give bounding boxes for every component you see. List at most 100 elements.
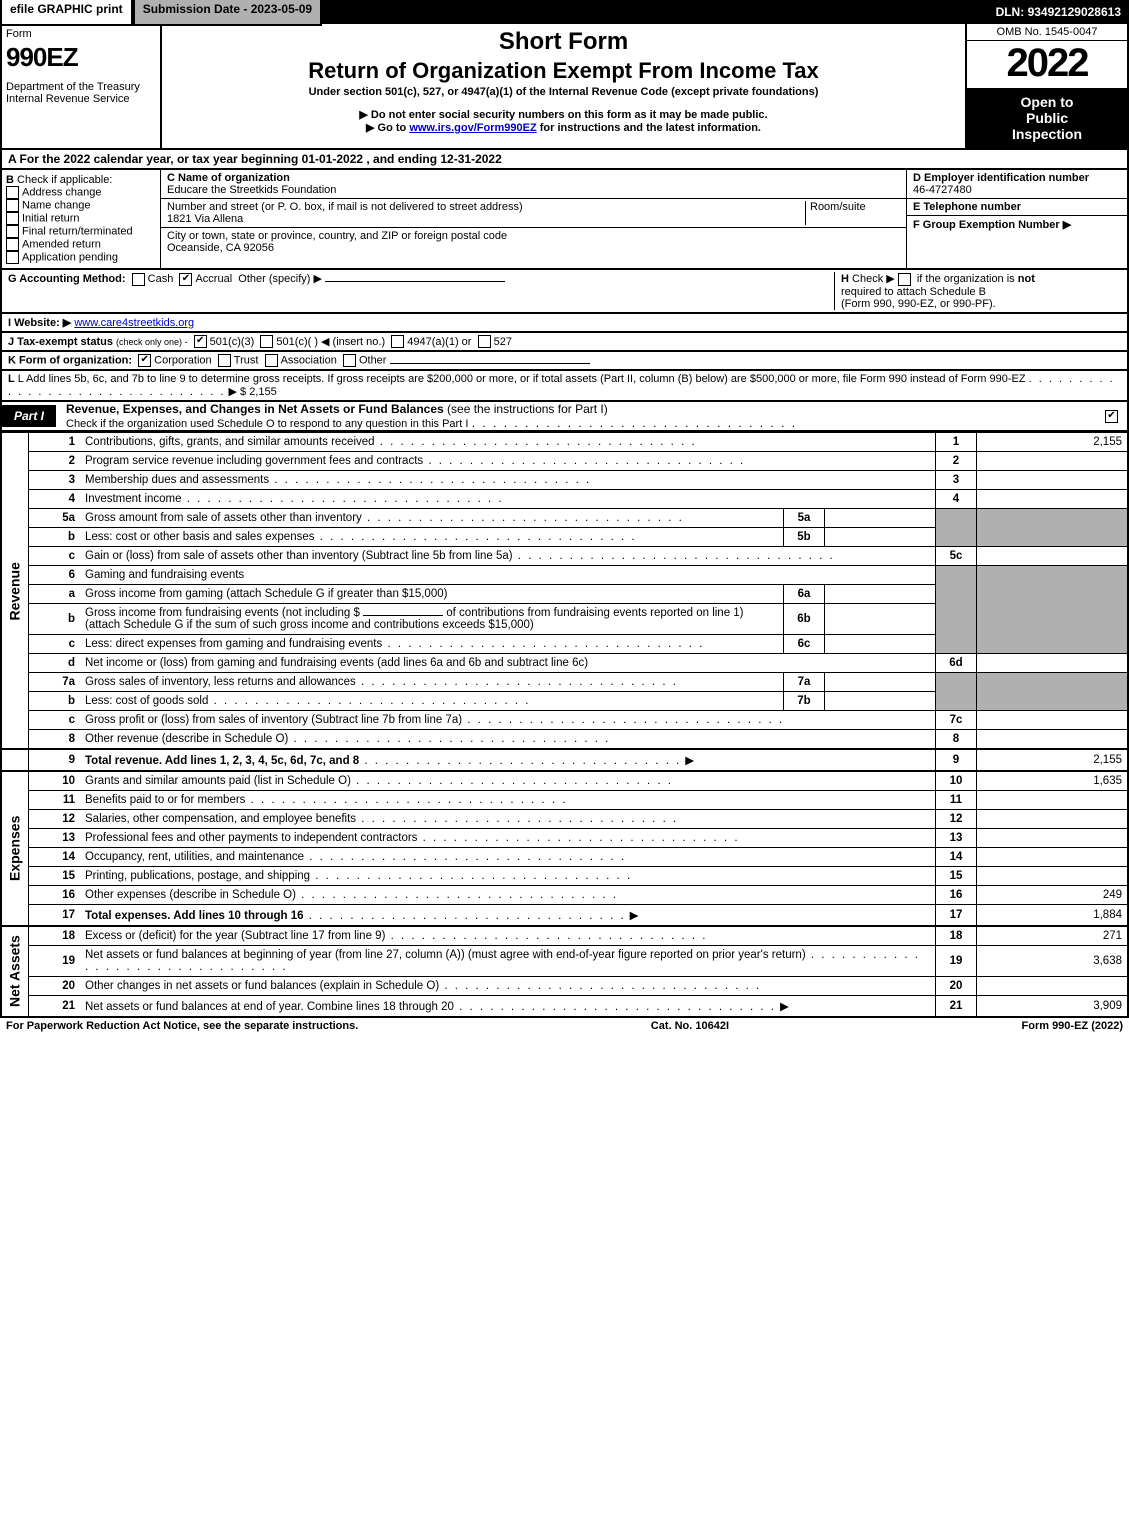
tax-year: 2022: [967, 41, 1127, 86]
row-right-val: [977, 977, 1129, 996]
row-desc: Occupancy, rent, utilities, and maintena…: [85, 851, 304, 863]
header-center: Short Form Return of Organization Exempt…: [162, 24, 965, 148]
row-no: 14: [29, 848, 81, 867]
row-right-val: 3,909: [977, 996, 1129, 1018]
netassets-vlabel: Net Assets: [1, 926, 29, 1017]
checkbox-accrual[interactable]: [179, 273, 192, 286]
ein-value: 46-4727480: [913, 184, 972, 196]
row-desc: Total expenses. Add lines 10 through 16: [85, 910, 304, 922]
row-right-val: [977, 654, 1129, 673]
checkbox-application-pending[interactable]: [6, 251, 19, 264]
checkbox-trust[interactable]: [218, 354, 231, 367]
header-right: OMB No. 1545-0047 2022 Open to Public In…: [965, 24, 1127, 148]
row-mid-no: 7a: [784, 673, 825, 692]
part-1-tag: Part I: [2, 405, 56, 427]
row-desc: Less: cost of goods sold: [85, 695, 208, 707]
row-desc: Net assets or fund balances at end of ye…: [85, 1001, 454, 1013]
row-right-no: 16: [936, 886, 977, 905]
row-right-no: 9: [936, 749, 977, 771]
checkbox-cash[interactable]: [132, 273, 145, 286]
row-mid-val: [825, 692, 936, 711]
dots-icon: [454, 1001, 776, 1013]
section-b-subtitle: Check if applicable:: [17, 174, 112, 186]
dots-icon: [382, 638, 704, 650]
row-no: 17: [29, 905, 81, 927]
dots-icon: [423, 455, 745, 467]
part-1-title-text: Revenue, Expenses, and Changes in Net As…: [66, 402, 444, 416]
row-right-val: [977, 471, 1129, 490]
header-sub3: ▶ Go to www.irs.gov/Form990EZ for instru…: [170, 121, 957, 134]
line-h-text1: Check ▶: [852, 273, 895, 285]
row-mid-val: [825, 604, 936, 635]
row-right-val: [977, 452, 1129, 471]
checkbox-initial-return[interactable]: [6, 212, 19, 225]
checkbox-4947[interactable]: [391, 335, 404, 348]
shaded-cell: [977, 509, 1129, 547]
row-right-val: 1,635: [977, 771, 1129, 791]
row-desc: Less: direct expenses from gaming and fu…: [85, 638, 382, 650]
checkbox-other-org[interactable]: [343, 354, 356, 367]
addr-label: Number and street (or P. O. box, if mail…: [167, 201, 523, 213]
row-right-val: 271: [977, 926, 1129, 946]
checkbox-501c[interactable]: [260, 335, 273, 348]
checkbox-schedule-o[interactable]: [1105, 410, 1118, 423]
dots-icon: [362, 512, 684, 524]
open-line3: Inspection: [973, 126, 1121, 142]
checkbox-amended-return[interactable]: [6, 238, 19, 251]
row-desc: Gross income from gaming (attach Schedul…: [85, 588, 447, 600]
row-right-no: 20: [936, 977, 977, 996]
header-sub2: ▶ Do not enter social security numbers o…: [170, 108, 957, 121]
line-l-text: L Add lines 5b, 6c, and 7b to line 9 to …: [18, 373, 1026, 385]
checkbox-527[interactable]: [478, 335, 491, 348]
shaded-cell: [936, 673, 977, 711]
row-mid-no: 6b: [784, 604, 825, 635]
checkbox-address-change[interactable]: [6, 186, 19, 199]
arrow-icon: [626, 910, 643, 922]
section-c: C Name of organization Educare the Stree…: [161, 170, 906, 268]
dots-icon: [288, 733, 610, 745]
checkbox-final-return[interactable]: [6, 225, 19, 238]
other-org-input[interactable]: [390, 363, 590, 364]
dln-label: DLN:: [996, 5, 1028, 19]
label-amended-return: Amended return: [22, 238, 101, 250]
contrib-input[interactable]: [363, 615, 443, 616]
checkbox-association[interactable]: [265, 354, 278, 367]
dots-icon: [182, 493, 504, 505]
section-def: D Employer identification number 46-4727…: [906, 170, 1127, 268]
ein-label: D Employer identification number: [913, 172, 1089, 184]
row-desc: Benefits paid to or for members: [85, 794, 245, 806]
line-j-label: J Tax-exempt status: [8, 336, 113, 348]
dots-icon: [315, 531, 637, 543]
other-method-input[interactable]: [325, 281, 505, 282]
form-title-1: Short Form: [170, 28, 957, 56]
row-right-val: [977, 867, 1129, 886]
form-990ez-page: efile GRAPHIC print Submission Date - 20…: [0, 0, 1129, 1034]
row-right-val: 3,638: [977, 946, 1129, 977]
sub3-prefix: ▶ Go to: [366, 122, 409, 134]
part-1-table: Revenue 1 Contributions, gifts, grants, …: [0, 432, 1129, 1018]
line-k-label: K Form of organization:: [8, 355, 132, 367]
row-desc: Gross sales of inventory, less returns a…: [85, 676, 356, 688]
section-b-letter: B: [6, 174, 14, 186]
row-mid-val: [825, 585, 936, 604]
revenue-vlabel: Revenue: [1, 433, 29, 750]
irs-link[interactable]: www.irs.gov/Form990EZ: [409, 122, 536, 134]
line-l-arrow: ▶ $: [228, 386, 246, 398]
label-address-change: Address change: [22, 186, 102, 198]
row-right-val: [977, 848, 1129, 867]
row-no: 11: [29, 791, 81, 810]
checkbox-schedule-b[interactable]: [898, 273, 911, 286]
row-right-val: 2,155: [977, 749, 1129, 771]
city-label: City or town, state or province, country…: [167, 230, 507, 242]
row-desc: Net income or (loss) from gaming and fun…: [85, 657, 588, 669]
website-link[interactable]: www.care4streetkids.org: [74, 317, 194, 329]
label-application-pending: Application pending: [22, 251, 118, 263]
checkbox-501c3[interactable]: [194, 335, 207, 348]
row-right-no: 8: [936, 730, 977, 750]
org-name-label: C Name of organization: [167, 172, 290, 184]
row-mid-val: [825, 673, 936, 692]
checkbox-corporation[interactable]: [138, 354, 151, 367]
form-header: Form 990EZ Department of the Treasury In…: [0, 24, 1129, 150]
dots-icon: [304, 910, 626, 922]
checkbox-name-change[interactable]: [6, 199, 19, 212]
